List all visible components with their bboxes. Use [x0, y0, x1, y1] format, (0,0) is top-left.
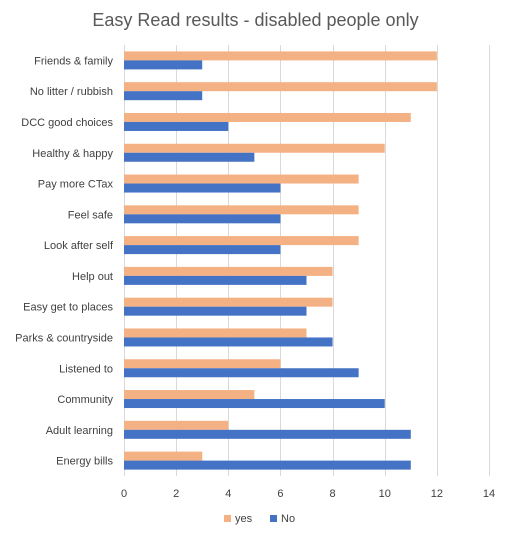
- category-label: Adult learning: [46, 425, 113, 437]
- bar-no: [124, 275, 307, 285]
- bar-no: [124, 429, 411, 439]
- bar-no: [124, 183, 281, 193]
- bar-no: [124, 121, 229, 131]
- bar-no: [124, 460, 411, 470]
- legend-label: yes: [235, 513, 253, 525]
- category-labels: Friends & family No litter / rubbish DCC g…: [15, 55, 114, 467]
- category-label: Feel safe: [68, 209, 113, 221]
- category-label: Pay more CTax: [38, 179, 114, 191]
- bar-yes: [124, 174, 359, 184]
- bar-no: [124, 152, 255, 162]
- bar-yes: [124, 266, 333, 276]
- category-label: DCC good choices: [21, 117, 113, 129]
- gridlines: [124, 45, 490, 476]
- x-tick-label: 10: [379, 488, 391, 500]
- bar-no: [124, 245, 281, 255]
- bar-yes: [124, 390, 255, 400]
- bar-yes: [124, 328, 307, 338]
- legend: yes No: [224, 513, 295, 525]
- category-label: Easy get to places: [23, 302, 113, 314]
- x-tick-label: 6: [277, 488, 283, 500]
- bar-no: [124, 214, 281, 224]
- category-label: Healthy & happy: [32, 148, 113, 160]
- bar-yes: [124, 205, 359, 215]
- category-label: No litter / rubbish: [30, 86, 113, 98]
- bar-yes: [124, 51, 437, 61]
- x-axis-tick-labels: 0 2 4 6 8 10 12 14: [121, 488, 495, 500]
- legend-label: No: [281, 513, 295, 525]
- category-label: Look after self: [44, 240, 114, 252]
- bar-no: [124, 337, 333, 347]
- bar-yes: [124, 359, 281, 369]
- category-label: Friends & family: [34, 55, 113, 67]
- bar-no: [124, 91, 203, 101]
- x-tick-label: 2: [173, 488, 179, 500]
- category-label: Parks & countryside: [15, 332, 113, 344]
- bar-yes: [124, 297, 333, 307]
- bar-yes: [124, 236, 359, 246]
- bar-no: [124, 306, 307, 316]
- x-tick-label: 14: [483, 488, 495, 500]
- category-label: Listened to: [59, 363, 113, 375]
- bar-no: [124, 368, 359, 378]
- legend-swatch-yes: [224, 515, 231, 522]
- bar-yes: [124, 451, 203, 461]
- bar-yes: [124, 420, 229, 430]
- bar-no: [124, 60, 203, 70]
- category-label: Help out: [72, 271, 113, 283]
- bar-yes: [124, 82, 437, 92]
- x-tick-label: 8: [330, 488, 336, 500]
- x-tick-label: 12: [431, 488, 443, 500]
- category-label: Energy bills: [56, 456, 113, 468]
- bar-no: [124, 399, 385, 409]
- category-label: Community: [57, 394, 113, 406]
- bar-yes: [124, 112, 411, 122]
- legend-swatch-no: [270, 515, 277, 522]
- bars: [124, 51, 437, 470]
- chart-title: Easy Read results - disabled people only: [92, 10, 418, 30]
- bar-yes: [124, 143, 385, 153]
- x-tick-label: 0: [121, 488, 127, 500]
- x-tick-label: 4: [225, 488, 231, 500]
